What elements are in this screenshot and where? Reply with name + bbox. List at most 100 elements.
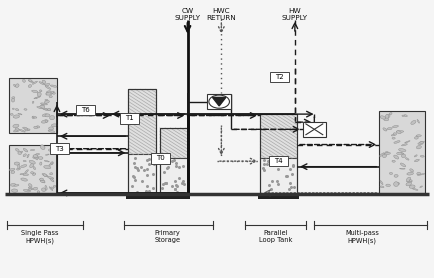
Ellipse shape [41,120,48,123]
Ellipse shape [401,163,406,167]
Text: CW
SUPPLY: CW SUPPLY [174,8,201,21]
Ellipse shape [25,170,28,173]
Bar [260,114,297,158]
Bar [120,113,139,123]
Bar [260,114,297,194]
Ellipse shape [36,96,40,98]
Ellipse shape [33,156,39,158]
Ellipse shape [48,130,55,133]
Ellipse shape [23,160,26,162]
Ellipse shape [45,114,50,117]
Ellipse shape [401,154,405,158]
Ellipse shape [11,171,15,173]
Ellipse shape [34,97,38,99]
Ellipse shape [13,115,20,118]
Ellipse shape [11,98,15,102]
Bar [128,154,156,194]
Text: T6: T6 [81,107,89,113]
Ellipse shape [420,155,424,157]
Ellipse shape [28,187,33,190]
Text: Parallel
Loop Tank: Parallel Loop Tank [259,230,292,243]
Ellipse shape [46,92,53,95]
Ellipse shape [389,172,393,175]
Ellipse shape [29,160,35,164]
Ellipse shape [412,188,418,190]
Ellipse shape [40,179,45,183]
Ellipse shape [420,186,422,188]
Ellipse shape [14,185,19,186]
Ellipse shape [42,114,48,116]
Bar [160,128,188,158]
Ellipse shape [37,92,41,96]
Ellipse shape [12,97,15,99]
Ellipse shape [36,126,40,128]
Ellipse shape [44,174,46,177]
Ellipse shape [51,145,56,150]
Bar [160,128,188,194]
Ellipse shape [44,100,49,103]
Text: T3: T3 [55,146,63,152]
Ellipse shape [419,141,424,145]
Ellipse shape [23,80,25,82]
Ellipse shape [33,187,38,190]
Bar [379,111,424,194]
Ellipse shape [50,162,53,165]
Ellipse shape [49,96,52,98]
Ellipse shape [40,180,45,182]
Ellipse shape [394,141,400,143]
Ellipse shape [49,163,53,165]
Circle shape [209,95,230,108]
Bar [10,145,57,194]
Ellipse shape [20,151,23,153]
Text: Single Pass
HPWH(s): Single Pass HPWH(s) [21,230,59,244]
Ellipse shape [410,169,414,172]
Text: Multi-pass
HPWH(s): Multi-pass HPWH(s) [345,230,379,244]
Ellipse shape [23,127,27,129]
Ellipse shape [18,113,22,115]
Ellipse shape [14,162,20,165]
Bar [76,105,95,115]
Ellipse shape [393,133,397,135]
Ellipse shape [380,186,384,188]
Ellipse shape [39,162,42,165]
Ellipse shape [32,117,34,119]
Bar [303,122,326,136]
Ellipse shape [414,159,419,162]
Text: T2: T2 [276,74,284,80]
Ellipse shape [28,188,32,191]
Bar [160,158,188,194]
Ellipse shape [20,173,24,175]
Ellipse shape [417,120,419,123]
Bar [270,71,289,82]
Ellipse shape [44,165,51,169]
Ellipse shape [16,148,19,152]
Ellipse shape [15,84,19,88]
Bar [158,194,190,199]
Ellipse shape [23,174,29,176]
Polygon shape [213,97,226,106]
Ellipse shape [29,184,32,187]
Ellipse shape [409,185,415,188]
Bar [258,194,299,199]
Ellipse shape [44,109,50,110]
Ellipse shape [50,85,57,87]
Text: T1: T1 [125,115,134,121]
Ellipse shape [48,177,54,179]
Ellipse shape [392,125,398,128]
Ellipse shape [46,154,49,155]
Bar [128,89,156,154]
Ellipse shape [386,184,391,187]
Text: T0: T0 [156,155,165,161]
Ellipse shape [395,182,400,185]
Ellipse shape [397,152,402,155]
Ellipse shape [20,165,27,168]
Ellipse shape [38,157,43,159]
Ellipse shape [416,145,421,149]
Ellipse shape [33,155,38,158]
Ellipse shape [28,85,32,88]
Ellipse shape [51,124,57,127]
Ellipse shape [21,178,27,181]
Ellipse shape [28,80,32,81]
Bar [207,94,231,110]
Ellipse shape [49,187,53,191]
